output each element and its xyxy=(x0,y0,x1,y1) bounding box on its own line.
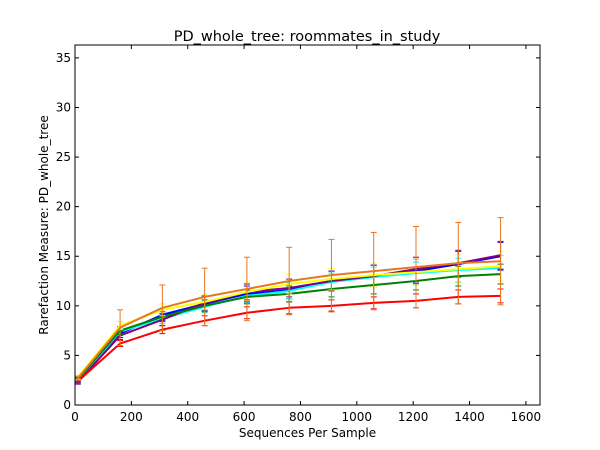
x-tick-label: 200 xyxy=(120,410,143,424)
x-tick-label: 1000 xyxy=(342,410,373,424)
y-tick-label: 10 xyxy=(56,299,71,313)
x-tick-label: 800 xyxy=(289,410,312,424)
x-tick-label: 1600 xyxy=(511,410,542,424)
ticks-layer: 0 200 400 600 800 1000 1200 1400 1600 0 5 10 15 20 25 3… xyxy=(56,45,541,424)
x-tick-label: 400 xyxy=(176,410,199,424)
series-layer xyxy=(74,217,504,385)
x-tick-label: 1200 xyxy=(398,410,429,424)
y-tick-label: 35 xyxy=(56,51,71,65)
chart-title: PD_whole_tree: roommates_in_study xyxy=(174,29,441,45)
y-tick-label: 0 xyxy=(63,398,71,412)
y-tick-label: 25 xyxy=(56,150,71,164)
x-axis-label: Sequences Per Sample xyxy=(239,426,376,440)
y-tick-label: 15 xyxy=(56,249,71,263)
plot-frame xyxy=(74,44,541,406)
x-tick-label: 0 xyxy=(71,410,79,424)
y-tick-label: 5 xyxy=(63,348,71,362)
series-7 xyxy=(74,217,504,381)
y-tick-label: 20 xyxy=(56,200,71,214)
x-tick-label: 1400 xyxy=(454,410,485,424)
y-axis-label: Rarefaction Measure: PD_whole_tree xyxy=(37,115,51,334)
y-tick-label: 30 xyxy=(56,100,71,114)
x-tick-label: 600 xyxy=(233,410,256,424)
